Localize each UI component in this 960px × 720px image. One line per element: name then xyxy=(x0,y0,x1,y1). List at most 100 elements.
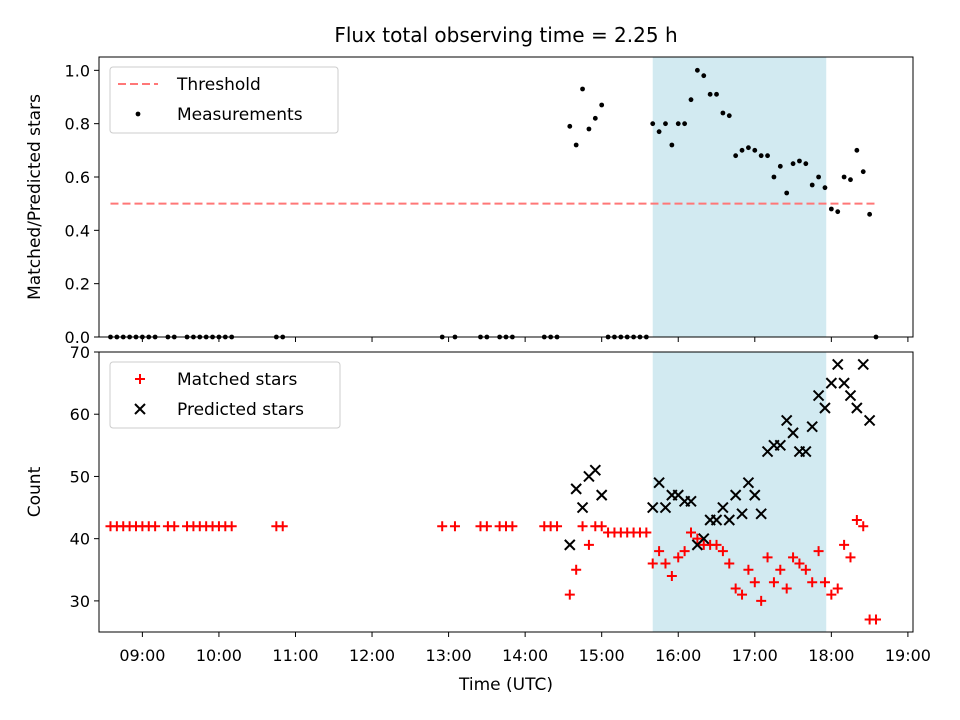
matched-stars-point xyxy=(437,521,448,532)
matched-stars-point xyxy=(743,564,754,575)
predicted-stars-point xyxy=(749,489,761,501)
matched-stars-point xyxy=(150,521,161,532)
measurements-point xyxy=(809,182,815,188)
x-tick-label: 13:00 xyxy=(426,646,472,665)
matched-stars-point xyxy=(826,589,837,600)
predicted-stars-point xyxy=(717,501,729,514)
measurements-point xyxy=(828,206,834,212)
legend-box xyxy=(109,66,339,134)
measurements-point xyxy=(771,174,777,180)
predicted-stars-point xyxy=(698,532,710,545)
predicted-stars-point xyxy=(844,389,857,402)
matched-stars-point xyxy=(654,546,665,557)
x-tick-label: 10:00 xyxy=(196,646,242,665)
predicted-stars-point xyxy=(825,377,838,389)
matched-stars-point xyxy=(679,546,690,557)
measurements-point xyxy=(784,190,790,196)
predicted-stars-point xyxy=(838,377,850,389)
matched-stars-point xyxy=(717,546,728,557)
predicted-stars-point xyxy=(787,427,799,439)
measurements-point xyxy=(707,91,713,97)
measurements-point xyxy=(675,121,681,127)
measurements-point xyxy=(765,153,770,159)
measurements-point xyxy=(841,174,847,180)
matched-stars-point xyxy=(169,521,180,532)
axes-frame xyxy=(98,351,914,633)
matched-stars-point xyxy=(686,527,696,538)
matched-stars-point xyxy=(571,564,582,575)
y-tick-label: 0.0 xyxy=(65,328,90,347)
matched-stars-point xyxy=(666,571,677,581)
x-axis-label: Time (UTC) xyxy=(458,675,553,695)
measurements-point xyxy=(669,142,675,148)
matched-stars-point xyxy=(692,533,703,544)
y-tick-label: 70 xyxy=(70,343,90,362)
matched-stars-point xyxy=(226,521,237,532)
bottom-panel: 30 40 50 60 70 Count Matched stars Predicted st… xyxy=(25,343,914,637)
measurements-point xyxy=(746,145,751,151)
matched-stars-point xyxy=(737,589,748,600)
y-tick-label: 0.6 xyxy=(65,168,90,187)
measurements-point xyxy=(567,123,573,129)
legend-entry-2: Measurements xyxy=(177,105,303,125)
x-tick-label: 11:00 xyxy=(272,646,318,665)
predicted-stars-point xyxy=(595,489,608,501)
measurements-point xyxy=(752,147,758,153)
matched-stars-point xyxy=(730,583,741,594)
matched-stars-point xyxy=(277,521,288,532)
predicted-stars-point xyxy=(742,476,755,489)
matched-stars-point xyxy=(673,552,684,563)
matched-stars-point xyxy=(552,521,563,532)
matched-stars-point xyxy=(641,527,652,538)
measurements-point xyxy=(777,163,783,169)
legend: Threshold Measurements xyxy=(109,66,339,134)
predicted-stars-point xyxy=(806,420,818,433)
predicted-stars-point xyxy=(647,501,659,514)
matched-stars-point xyxy=(807,577,818,588)
measurements-point xyxy=(580,86,585,92)
legend-box xyxy=(109,361,341,429)
predicted-stars-point xyxy=(774,439,787,452)
y-tick-label: 1.0 xyxy=(65,61,90,80)
measurements-point xyxy=(663,121,668,127)
predicted-stars-point xyxy=(653,476,665,489)
matched-stars-point xyxy=(507,521,518,532)
predicted-stars-point xyxy=(576,501,589,514)
measurements-point xyxy=(694,67,700,73)
predicted-stars-point xyxy=(812,389,825,402)
matched-stars-point xyxy=(564,589,575,600)
x-tick-label: 19:00 xyxy=(885,646,931,665)
measurements-point xyxy=(573,142,579,148)
legend-matched-swatch xyxy=(135,374,145,384)
measurements-point xyxy=(592,115,598,121)
measurements-point xyxy=(586,126,592,132)
x-tick-label: 14:00 xyxy=(502,646,548,665)
x-tick-label: 12:00 xyxy=(349,646,395,665)
matched-stars-point xyxy=(775,564,786,575)
measurements-point xyxy=(739,147,745,153)
predicted-stars-point xyxy=(736,508,748,520)
x-tick-label: 09:00 xyxy=(119,646,165,665)
legend-predicted-swatch xyxy=(134,403,146,415)
measurements-point xyxy=(848,177,853,183)
matched-stars-point xyxy=(858,521,869,532)
matched-stars-point xyxy=(756,595,767,606)
y-tick-label: 40 xyxy=(70,530,90,549)
matched-stars-point xyxy=(449,521,460,532)
matched-stars-point xyxy=(819,577,830,588)
measurements-point xyxy=(599,102,605,108)
y-tick-label: 50 xyxy=(70,467,90,486)
x-tick-label: 15:00 xyxy=(579,646,625,665)
measurements-point xyxy=(758,153,764,159)
measurements-point xyxy=(688,97,694,103)
measurements-point xyxy=(797,158,802,164)
matched-stars-point xyxy=(788,552,799,563)
measurements-point xyxy=(733,153,739,159)
legend-entry-1: Matched stars xyxy=(177,370,297,390)
matched-stars-point xyxy=(768,577,779,588)
matched-stars-point xyxy=(845,552,856,563)
matched-stars-point xyxy=(800,564,811,575)
predicted-stars-point xyxy=(589,464,602,476)
observing-span xyxy=(652,57,827,337)
predicted-stars-point xyxy=(659,501,672,514)
